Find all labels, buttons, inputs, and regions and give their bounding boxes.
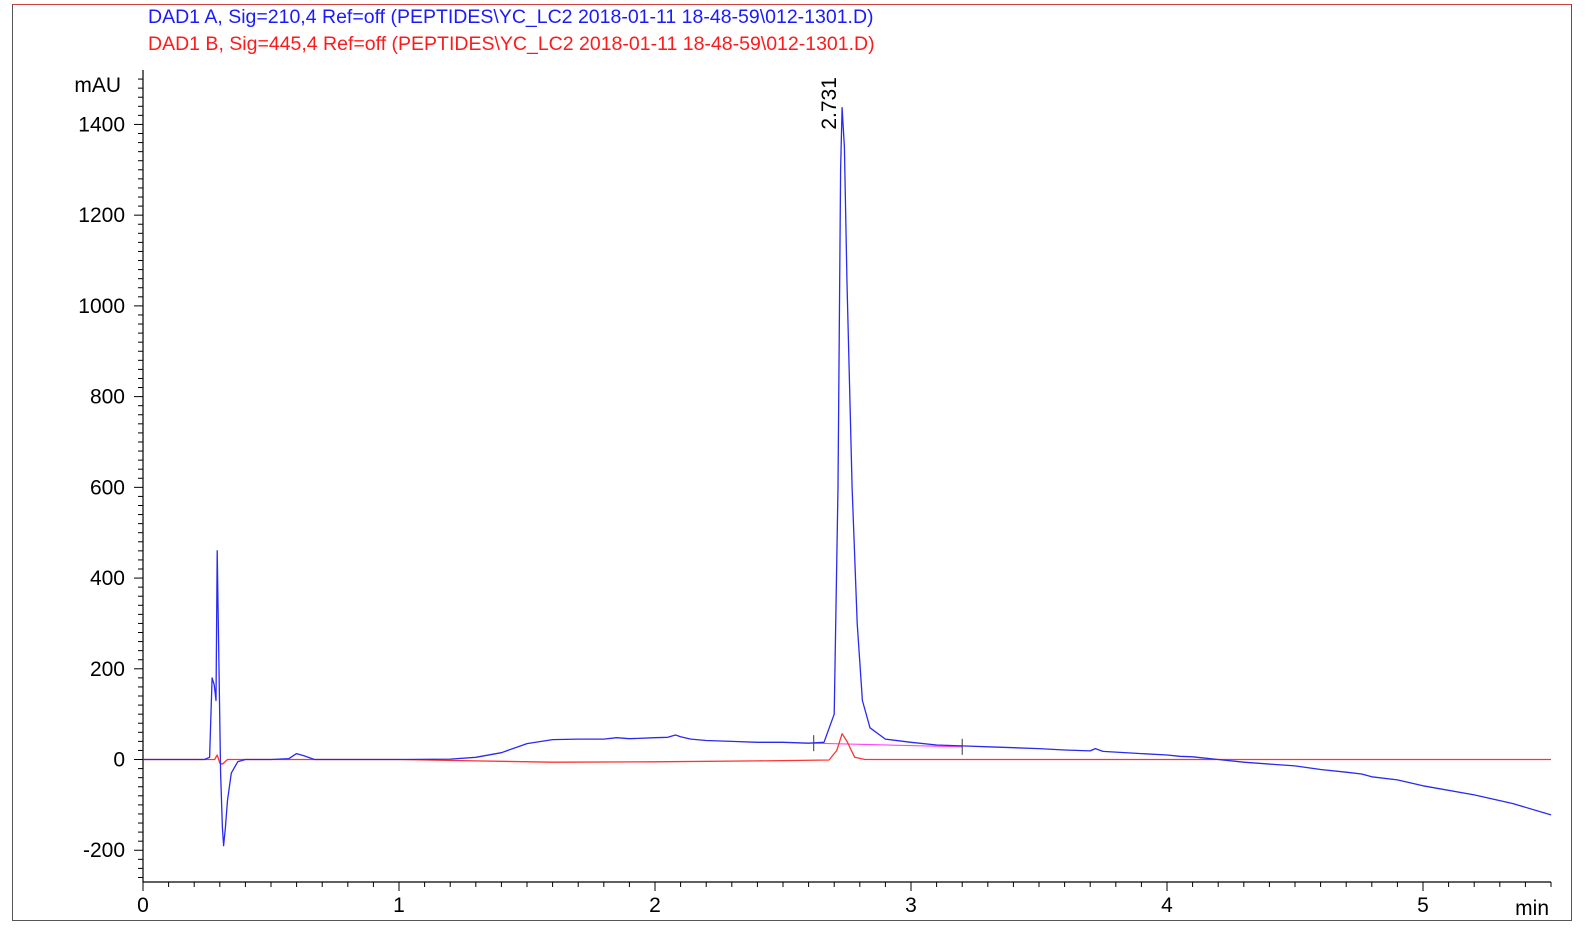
- y-tick-label: 400: [90, 567, 125, 590]
- plot-marks: 2.731: [143, 77, 1552, 847]
- x-tick-label: 2: [649, 894, 661, 917]
- x-axis-label: min: [1515, 897, 1549, 920]
- y-tick-label: 1200: [78, 204, 125, 227]
- x-tick-label: 5: [1417, 894, 1429, 917]
- x-tick-label: 4: [1161, 894, 1173, 917]
- chart-frame: [12, 4, 1572, 921]
- y-tick-label: 800: [90, 386, 125, 409]
- y-tick-label: 600: [90, 476, 125, 499]
- peak-label: 2.731: [818, 77, 841, 130]
- x-tick-label: 3: [905, 894, 917, 917]
- axes: 0 1 2 3 4 5 -200 0 200 400 600 800 1000 1200 1400 mAU mi…: [74, 70, 1552, 920]
- legend-entry-signal-b: DAD1 B, Sig=445,4 Ref=off (PEPTIDES\YC_L…: [148, 33, 875, 55]
- y-tick-label: 1400: [78, 113, 125, 136]
- y-tick-label: 0: [113, 749, 125, 772]
- y-tick-label: 1000: [78, 295, 125, 318]
- y-tick-label: 200: [90, 658, 125, 681]
- legend-entry-signal-a: DAD1 A, Sig=210,4 Ref=off (PEPTIDES\YC_L…: [148, 6, 874, 28]
- x-tick-label: 0: [137, 894, 149, 917]
- y-axis-label: mAU: [74, 74, 121, 97]
- x-tick-label: 1: [393, 894, 405, 917]
- y-tick-label: -200: [83, 839, 125, 862]
- series-line-signal-a: [143, 107, 1552, 847]
